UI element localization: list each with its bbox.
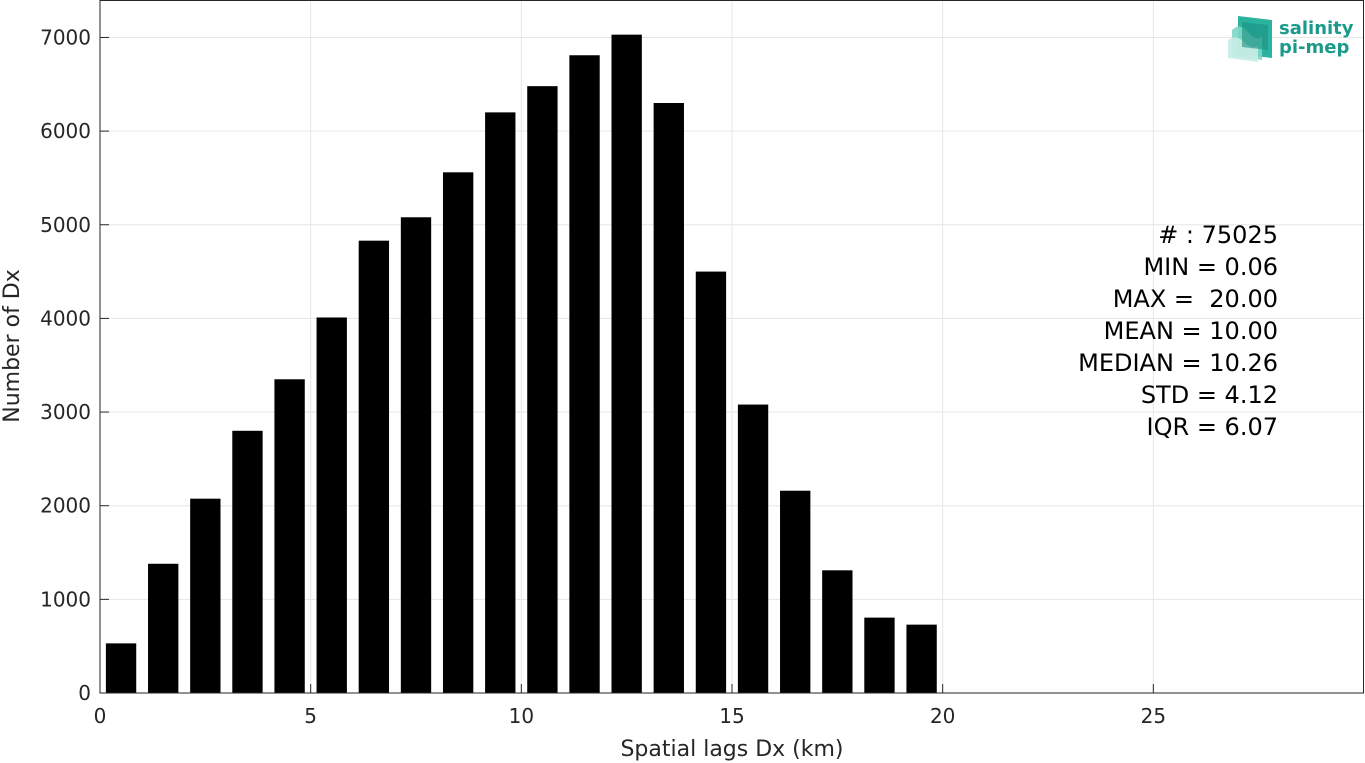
histogram-bar: [274, 379, 305, 693]
y-tick-label: 5000: [40, 213, 91, 237]
histogram-bar: [190, 498, 221, 693]
histogram-bar: [400, 217, 432, 693]
y-tick-label: 6000: [40, 119, 91, 143]
stat-std: STD = 4.12: [1141, 381, 1278, 409]
histogram-bar: [737, 404, 769, 693]
histogram-bar: [906, 624, 937, 693]
histogram-bar: [611, 34, 642, 693]
x-tick-label: 25: [1141, 704, 1166, 728]
histogram-bar: [232, 430, 263, 693]
histogram-bar: [485, 112, 516, 694]
grid: [100, 0, 1364, 693]
salinity-pimep-logo: salinity pi-mep: [1228, 16, 1354, 62]
x-tick-label: 0: [94, 704, 107, 728]
histogram-bar: [105, 643, 137, 693]
stats-box: # : 75025 MIN = 0.06 MAX = 20.00 MEAN = …: [1078, 221, 1278, 441]
histogram-bar: [695, 271, 727, 693]
logo-text-salinity: salinity: [1279, 18, 1354, 39]
stat-count: # : 75025: [1158, 221, 1278, 249]
histogram-bar: [316, 317, 347, 693]
logo-text-pimep: pi-mep: [1279, 37, 1349, 58]
y-axis-title: Number of Dx: [0, 269, 25, 423]
histogram-bar: [442, 172, 474, 694]
histogram-bar: [148, 563, 179, 693]
y-tick-label: 0: [78, 681, 91, 705]
wave-logo-icon: [1228, 16, 1272, 62]
stat-mean: MEAN = 10.00: [1104, 317, 1278, 345]
stat-iqr: IQR = 6.07: [1147, 413, 1278, 441]
bars: [105, 34, 937, 694]
stat-min: MIN = 0.06: [1143, 253, 1278, 281]
y-tick-label: 7000: [40, 25, 91, 49]
y-axis-ticks: 0 1000 2000 3000 4000 5000 6000 7000: [40, 25, 109, 705]
x-axis-title: Spatial lags Dx (km): [620, 737, 843, 762]
histogram-bar: [864, 617, 895, 693]
histogram-bar: [822, 570, 853, 693]
histogram-bar: [653, 103, 684, 694]
stat-max: MAX = 20.00: [1113, 285, 1278, 313]
y-tick-label: 2000: [40, 494, 91, 518]
histogram-bar: [569, 55, 600, 694]
x-tick-label: 5: [304, 704, 317, 728]
x-tick-label: 15: [719, 704, 744, 728]
histogram-bar: [780, 490, 811, 693]
y-tick-label: 1000: [40, 587, 91, 611]
y-tick-label: 4000: [40, 306, 91, 330]
histogram-bar: [358, 240, 390, 693]
x-tick-label: 10: [509, 704, 534, 728]
x-tick-label: 20: [930, 704, 955, 728]
y-tick-label: 3000: [40, 400, 91, 424]
stat-median: MEDIAN = 10.26: [1078, 349, 1278, 377]
histogram-bar: [527, 86, 558, 694]
x-axis-ticks: 0 5 10 15 20 25: [94, 684, 1166, 728]
